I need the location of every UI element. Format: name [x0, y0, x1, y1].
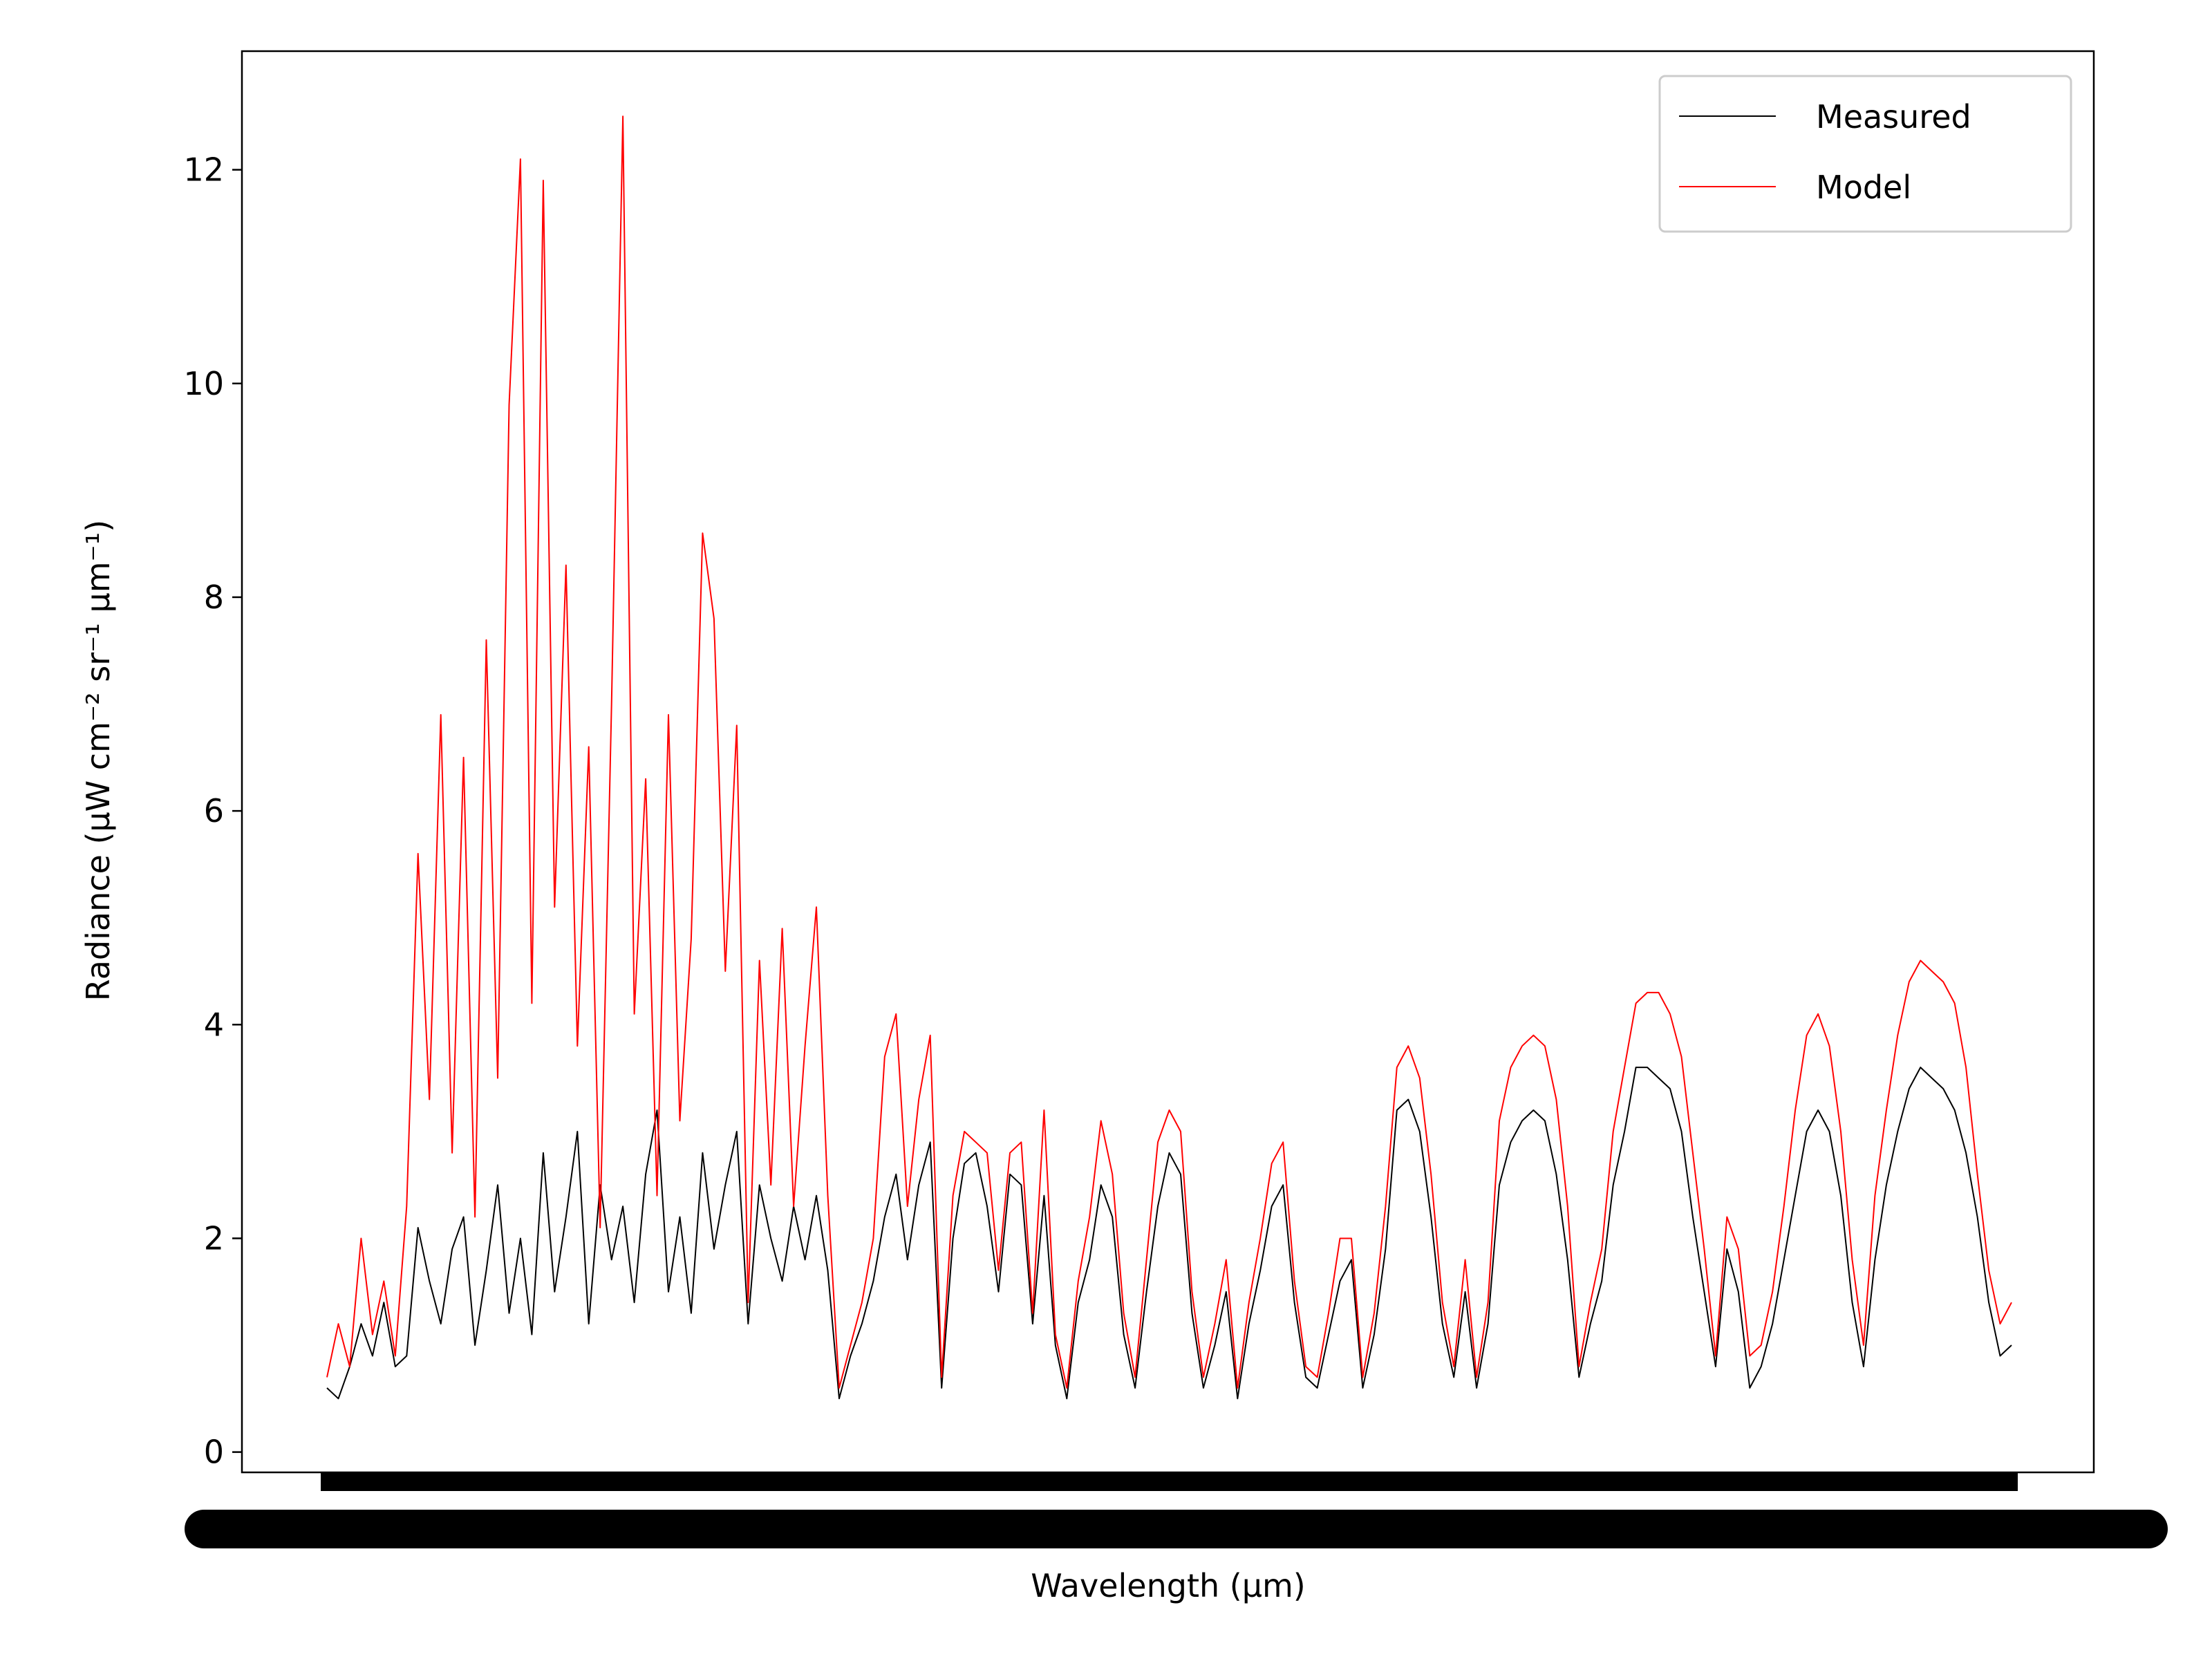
x-tick-labels-overlap: [185, 1510, 2168, 1548]
y-tick-label: 8: [204, 579, 224, 616]
y-tick-label: 6: [204, 792, 224, 830]
x-axis-label: Wavelength (µm): [1031, 1567, 1305, 1604]
series-line: [326, 115, 2012, 1389]
y-tick-label: 2: [204, 1219, 224, 1257]
y-tick-label: 0: [204, 1434, 224, 1471]
legend-label: Measured: [1816, 98, 1971, 135]
plot-area: [326, 115, 2012, 1400]
legend-box: [1658, 75, 2072, 233]
series-line: [326, 1067, 2012, 1400]
legend-label: Model: [1816, 169, 1911, 206]
y-tick-label: 4: [204, 1006, 224, 1043]
y-tick-label: 10: [183, 365, 224, 402]
y-tick-label: 12: [183, 151, 224, 189]
y-axis-label: Radiance (µW cm⁻² sr⁻¹ µm⁻¹): [79, 520, 117, 1001]
